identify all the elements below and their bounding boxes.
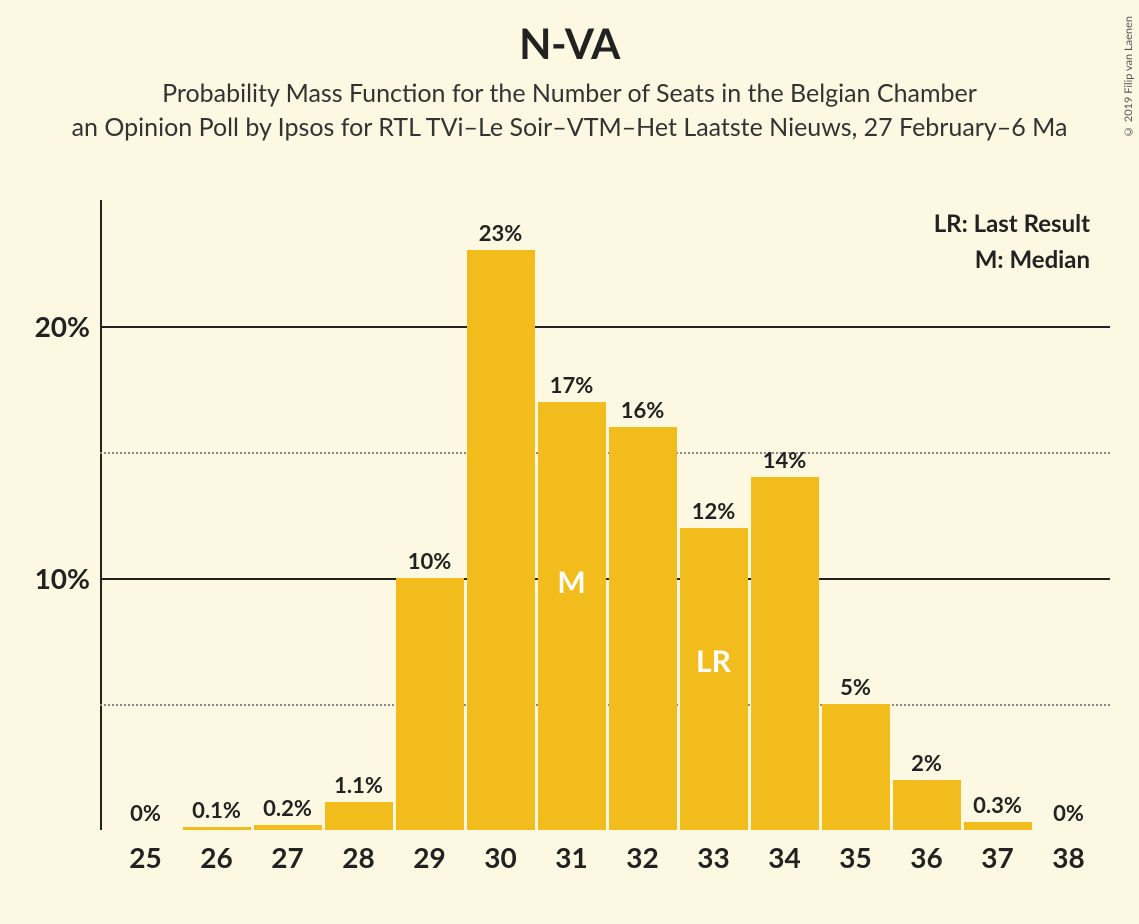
x-tick-label: 27	[252, 840, 323, 874]
x-tick-label: 34	[749, 840, 820, 874]
bar-marker: M	[538, 564, 606, 600]
bar	[964, 822, 1032, 830]
bar-value-label: 0%	[1053, 799, 1084, 826]
chart-title: N-VA	[0, 0, 1139, 68]
x-tick-label: 25	[110, 840, 181, 874]
bar-value-label: 0.3%	[973, 791, 1022, 818]
bar	[751, 477, 819, 830]
x-tick-label: 38	[1033, 840, 1104, 874]
bar-slot: 5%	[820, 673, 891, 830]
chart-subtitle-1: Probability Mass Function for the Number…	[0, 78, 1139, 108]
bar-value-label: 14%	[763, 446, 807, 473]
bar-value-label: 12%	[692, 497, 736, 524]
bar-value-label: 0.2%	[263, 794, 312, 821]
bar-value-label: 0%	[130, 799, 161, 826]
bar-slot: 17% M	[536, 371, 607, 830]
x-tick-label: 26	[181, 840, 252, 874]
y-tick-label: 10%	[0, 561, 90, 595]
bar-slot: 1.1%	[323, 771, 394, 830]
bar-slot: 0.1%	[181, 796, 252, 830]
x-tick-label: 35	[820, 840, 891, 874]
x-tick-labels-container: 2526272829303132333435363738	[100, 840, 1110, 874]
bar-slot: 16%	[607, 396, 678, 830]
bar-slot: 23%	[465, 219, 536, 830]
x-tick-label: 32	[607, 840, 678, 874]
bar	[254, 825, 322, 830]
bar	[183, 827, 251, 830]
bar-value-label: 16%	[621, 396, 665, 423]
bar	[822, 704, 890, 830]
bar-marker: LR	[680, 643, 748, 679]
x-tick-label: 28	[323, 840, 394, 874]
bar-slot: 0%	[1033, 799, 1104, 830]
chart-subtitle-2: an Opinion Poll by Ipsos for RTL TVi–Le …	[0, 112, 1139, 142]
x-tick-label: 30	[465, 840, 536, 874]
bar	[396, 578, 464, 830]
bar: M	[538, 402, 606, 830]
bar-slot: 0.2%	[252, 794, 323, 830]
bar	[467, 250, 535, 830]
bar-slot: 0.3%	[962, 791, 1033, 830]
bar	[609, 427, 677, 830]
bar-value-label: 2%	[911, 749, 942, 776]
x-tick-label: 31	[536, 840, 607, 874]
bar-value-label: 10%	[408, 547, 452, 574]
bars-container: 0% 0.1% 0.2% 1.1% 10% 23% 17% M 16% 12% LR 14% 5% 2% 0…	[100, 200, 1110, 830]
x-tick-label: 37	[962, 840, 1033, 874]
bar: LR	[680, 528, 748, 830]
bar-value-label: 23%	[479, 219, 523, 246]
chart-plot-area: LR: Last Result M: Median 10%20% 0%0.1%0…	[100, 200, 1110, 830]
x-tick-label: 29	[394, 840, 465, 874]
bar-value-label: 0.1%	[192, 796, 241, 823]
bar-slot: 12% LR	[678, 497, 749, 830]
bar-slot: 2%	[891, 749, 962, 830]
bar	[325, 802, 393, 830]
bar-slot: 0%	[110, 799, 181, 830]
bar	[893, 780, 961, 830]
bar-value-label: 17%	[550, 371, 594, 398]
x-tick-label: 33	[678, 840, 749, 874]
bar-value-label: 1.1%	[334, 771, 383, 798]
x-tick-label: 36	[891, 840, 962, 874]
bar-slot: 14%	[749, 446, 820, 830]
bar-slot: 10%	[394, 547, 465, 830]
y-tick-label: 20%	[0, 309, 90, 343]
bar-value-label: 5%	[840, 673, 871, 700]
copyright-text: © 2019 Filip van Laenen	[1122, 16, 1135, 138]
